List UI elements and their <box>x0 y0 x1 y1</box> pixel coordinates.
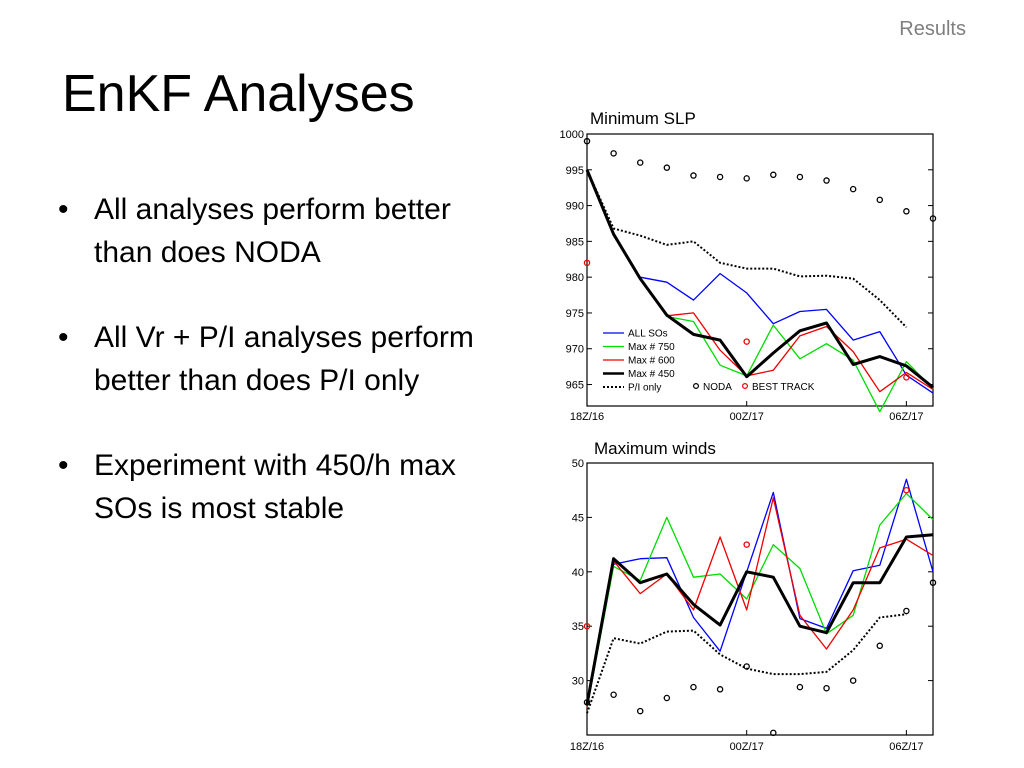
section-label: Results <box>899 18 966 40</box>
marker-best-track <box>743 541 750 548</box>
y-tick-label: 985 <box>566 236 584 248</box>
bullet-dot: • <box>58 449 69 482</box>
legend-label: ALL SOs <box>628 329 668 340</box>
y-tick-label: 975 <box>566 308 584 320</box>
marker-noda <box>583 137 591 145</box>
marker-noda <box>929 215 937 222</box>
marker-noda <box>770 729 777 737</box>
plot-frame <box>586 133 934 407</box>
marker-noda <box>849 677 857 684</box>
marker-noda <box>823 684 830 692</box>
bullet-text: All analyses perform better than does NO… <box>94 193 451 269</box>
series-line-max-450 <box>585 169 934 389</box>
legend-label: Max # 450 <box>628 369 675 380</box>
y-tick-label: 40 <box>572 567 584 579</box>
marker-noda <box>610 150 617 157</box>
marker-noda <box>876 642 884 650</box>
x-tick-label: 06Z/17 <box>889 741 923 753</box>
chart-title: Maximum winds <box>594 439 716 458</box>
marker-best-track <box>903 374 910 381</box>
marker-noda <box>690 172 697 179</box>
legend-marker <box>692 383 699 390</box>
marker-noda <box>663 164 671 171</box>
y-tick-label: 970 <box>566 344 584 356</box>
series-line-p-i-only <box>586 169 908 328</box>
bullet-item: • All analyses perform better than does N… <box>58 188 498 274</box>
y-tick-label: 1000 <box>560 129 584 141</box>
marker-noda <box>929 579 937 586</box>
marker-noda <box>716 173 724 181</box>
slide-title: EnKF Analyses <box>62 65 415 123</box>
series-line-all-sos <box>586 478 934 708</box>
bullet-list: • All analyses perform better than does N… <box>58 188 498 572</box>
x-tick-label: 18Z/16 <box>570 741 604 753</box>
marker-noda <box>743 175 750 182</box>
marker-noda <box>583 699 591 706</box>
legend-marker <box>741 383 748 390</box>
legend-label: BEST TRACK <box>752 382 815 393</box>
chart-panel-2: Maximum winds 30 35 40 45 50 18Z/16 00Z/17 06Z/1… <box>570 439 937 753</box>
bullet-item: • Experiment with 450/h max SOs is most s… <box>58 444 498 530</box>
bullet-dot: • <box>58 193 69 226</box>
x-tick-label: 18Z/16 <box>570 411 604 423</box>
bullet-item: • All Vr + P/I analyses perform better th… <box>58 316 498 402</box>
x-tick-label: 06Z/17 <box>889 411 923 423</box>
y-tick-label: 995 <box>566 165 584 177</box>
legend-label: Max # 600 <box>628 356 675 367</box>
x-tick-label: 00Z/17 <box>730 741 764 753</box>
marker-noda <box>903 607 910 615</box>
legend-label: NODA <box>703 382 732 393</box>
bullet-text: Experiment with 450/h max SOs is most st… <box>94 449 456 525</box>
plot-frame <box>586 462 934 736</box>
y-tick-label: 990 <box>566 201 584 213</box>
marker-noda <box>823 177 830 184</box>
marker-noda <box>743 663 750 670</box>
marker-noda <box>690 683 697 691</box>
bullet-text: All Vr + P/I analyses perform better tha… <box>94 321 474 397</box>
marker-noda <box>796 683 804 691</box>
chart-panel-1: Minimum SLP 965 970 975 980 985 990 995 1000 18Z/… <box>560 109 937 423</box>
y-tick-label: 50 <box>572 458 584 470</box>
x-tick-label: 00Z/17 <box>730 411 764 423</box>
chart-title: Minimum SLP <box>590 109 696 128</box>
marker-best-track <box>743 338 750 345</box>
marker-noda <box>610 691 617 698</box>
marker-noda <box>636 159 644 166</box>
chart-legend: ALL SOs Max # 750 Max # 600 Max # 450 P/I on… <box>603 329 815 394</box>
y-tick-label: 35 <box>572 621 584 633</box>
marker-noda <box>849 185 857 193</box>
bullet-dot: • <box>58 321 69 354</box>
y-tick-label: 30 <box>572 676 584 688</box>
marker-noda <box>663 694 671 702</box>
marker-noda <box>636 707 644 715</box>
marker-noda <box>796 173 804 181</box>
series-line-max-450 <box>585 533 934 705</box>
y-tick-label: 980 <box>566 272 584 284</box>
marker-best-track <box>583 622 591 630</box>
marker-noda <box>876 196 884 204</box>
marker-noda <box>770 171 777 179</box>
y-tick-label: 965 <box>566 380 584 392</box>
marker-best-track <box>903 486 910 494</box>
legend-label: P/I only <box>628 383 661 394</box>
series-line-max-600 <box>586 497 934 708</box>
series-line-all-sos <box>586 169 934 394</box>
legend-label: Max # 750 <box>628 342 675 353</box>
marker-noda <box>903 208 910 215</box>
series-line-max-750 <box>586 492 934 708</box>
y-tick-label: 45 <box>572 512 584 524</box>
marker-noda <box>716 686 724 693</box>
marker-best-track <box>583 259 591 267</box>
